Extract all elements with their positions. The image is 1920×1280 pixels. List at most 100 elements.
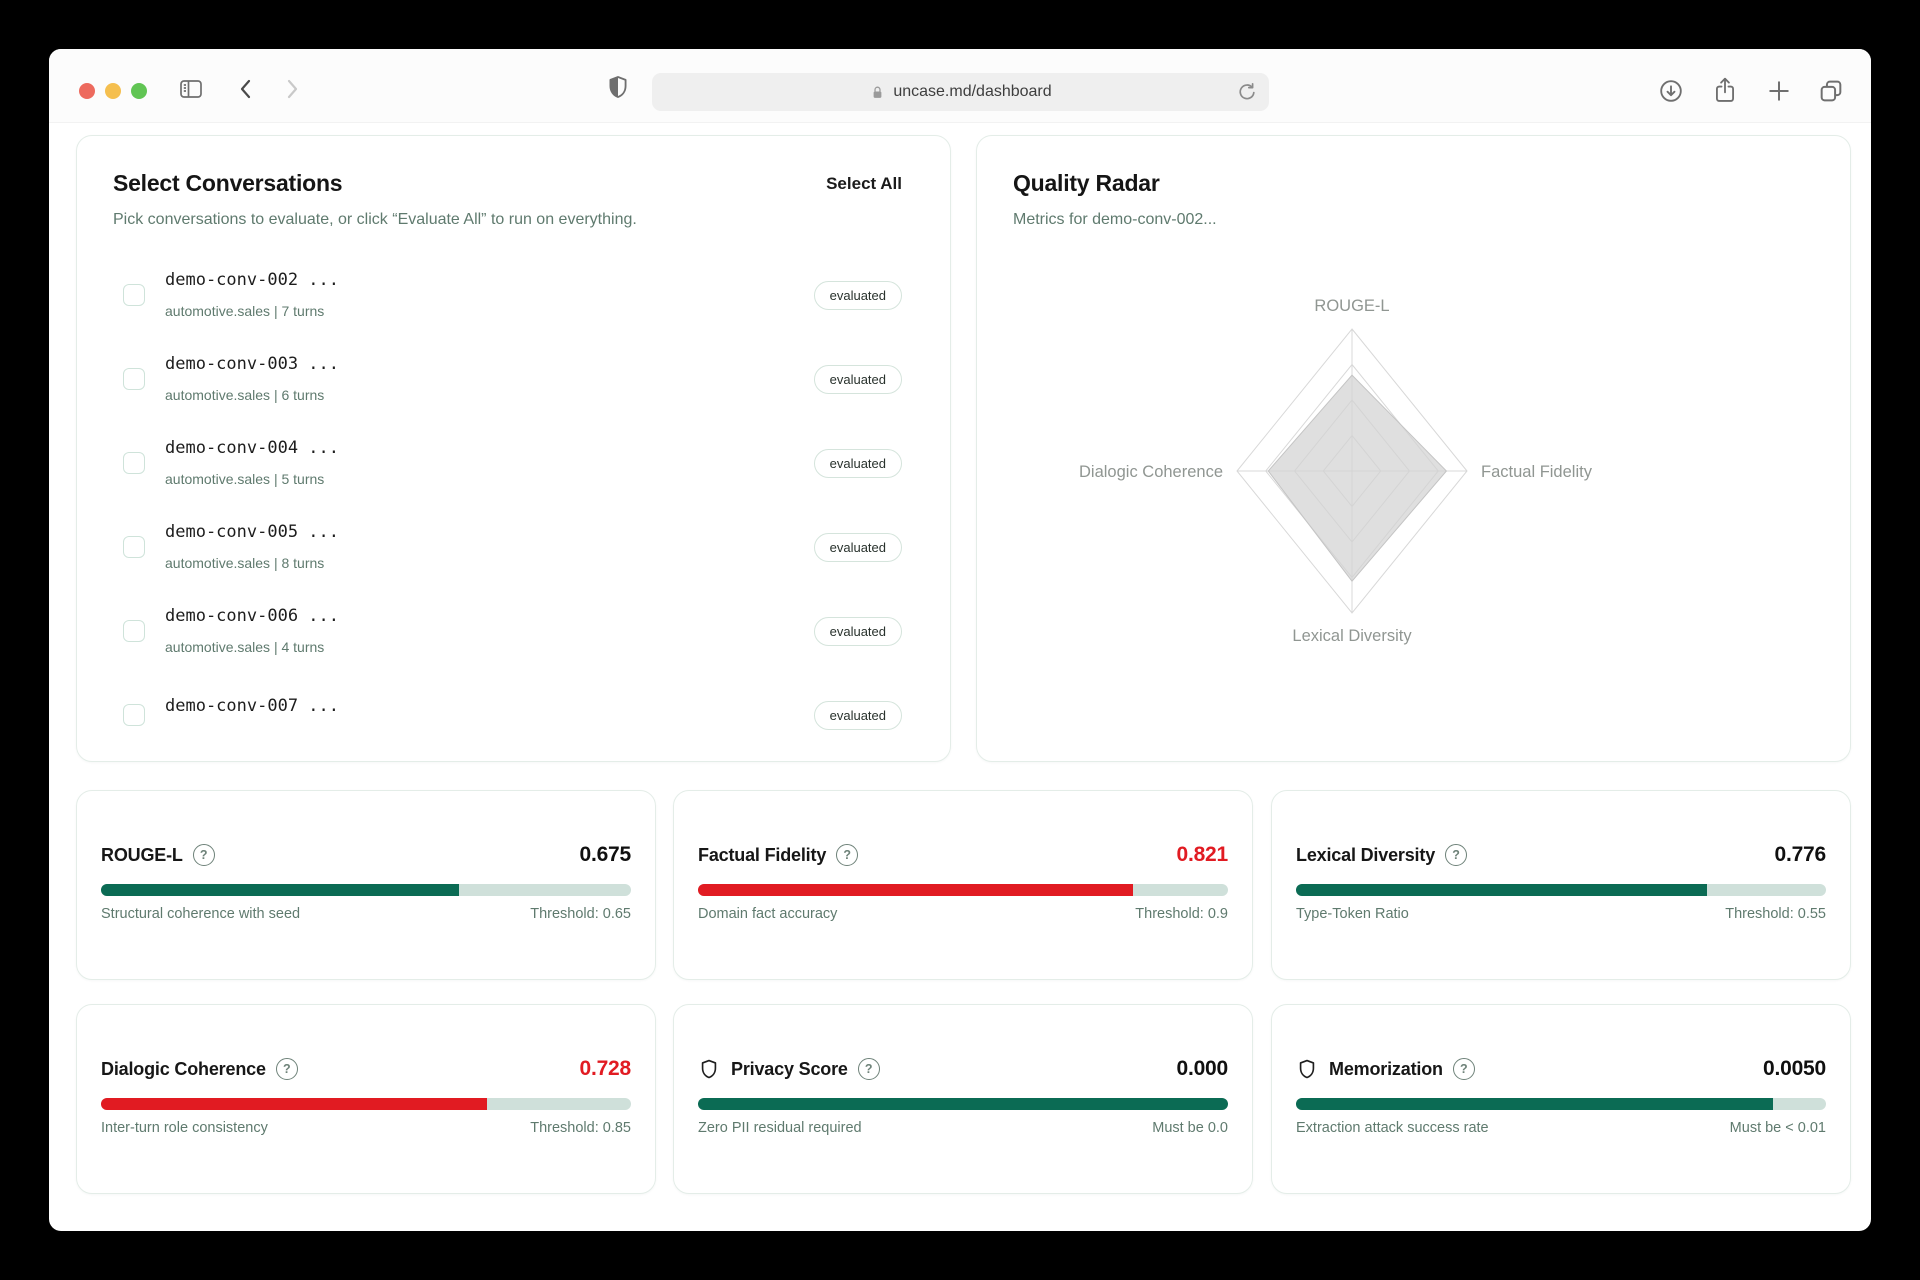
conversation-meta: automotive.sales | 6 turns [165,387,325,403]
help-icon[interactable]: ? [857,1058,880,1080]
metric-card: Lexical Diversity ? 0.776 Type-Token Rat… [1271,790,1851,980]
back-icon[interactable] [235,78,259,100]
metric-progress-bar [1296,884,1826,896]
metric-description: Domain fact accuracy [698,906,838,922]
metric-threshold: Must be 0.0 [1152,1120,1228,1136]
metric-progress-fill [1296,884,1708,896]
metric-description: Inter-turn role consistency [101,1120,268,1136]
forward-icon[interactable] [279,78,303,100]
lock-icon [873,86,882,98]
metric-name: Factual Fidelity [698,844,827,865]
minimize-window-button[interactable] [105,83,121,99]
privacy-shield-icon[interactable] [605,74,631,100]
metric-value: 0.728 [579,1057,631,1080]
metric-threshold: Threshold: 0.65 [530,906,631,922]
new-tab-icon[interactable] [1765,77,1793,105]
metric-name: ROUGE-L [101,844,183,865]
conversation-meta: automotive.sales | 7 turns [165,303,325,319]
address-bar[interactable]: uncase.md/dashboard [652,73,1269,111]
conversation-text: demo-conv-005 ... automotive.sales | 8 t… [165,520,814,574]
help-icon[interactable]: ? [1452,1058,1475,1080]
panel-title: Select Conversations [113,170,343,196]
metric-progress-fill [1296,1098,1773,1110]
list-item[interactable]: demo-conv-004 ... automotive.sales | 5 t… [123,421,914,505]
metric-progress-bar [698,884,1228,896]
metric-value: 0.000 [1176,1057,1228,1080]
help-icon[interactable]: ? [836,844,859,866]
panel-subtitle: Pick conversations to evaluate, or click… [113,211,637,228]
conversation-checkbox[interactable] [123,452,145,474]
quality-radar-panel: Quality Radar Metrics for demo-conv-002.… [976,135,1851,762]
metric-name: Memorization [1329,1058,1443,1079]
conversation-id: demo-conv-005 ... [165,522,339,542]
tab-overview-icon[interactable] [1817,77,1845,105]
conversation-meta [165,726,814,736]
conversation-text: demo-conv-006 ... automotive.sales | 4 t… [165,604,814,658]
list-item[interactable]: demo-conv-003 ... automotive.sales | 6 t… [123,337,914,421]
status-badge: evaluated [813,616,902,646]
conversation-text: demo-conv-002 ... automotive.sales | 7 t… [165,268,814,322]
metric-progress-fill [101,884,459,896]
metric-name: Dialogic Coherence [101,1058,266,1079]
conversation-checkbox[interactable] [123,536,145,558]
conversation-text: demo-conv-007 ... [165,694,814,736]
conversation-checkbox[interactable] [123,704,145,726]
metric-progress-bar [101,1098,631,1110]
metric-threshold: Threshold: 0.9 [1135,906,1228,922]
metric-card: Privacy Score ? 0.000 Zero PII residual … [673,1004,1253,1194]
list-item[interactable]: demo-conv-006 ... automotive.sales | 4 t… [123,589,914,673]
radar-axis-label: Factual Fidelity [1481,463,1593,481]
zoom-window-button[interactable] [131,83,147,99]
conversation-checkbox[interactable] [123,284,145,306]
browser-window: uncase.md/dashboard [49,49,1871,1231]
conversation-text: demo-conv-003 ... automotive.sales | 6 t… [165,352,814,406]
conversation-checkbox[interactable] [123,368,145,390]
conversation-id: demo-conv-003 ... [165,354,339,374]
radar-axis-label: Dialogic Coherence [1079,463,1223,481]
radar-data-polygon [1267,374,1448,582]
metric-name: Lexical Diversity [1296,844,1436,865]
status-badge: evaluated [813,700,902,730]
conversation-id: demo-conv-002 ... [165,270,339,290]
download-icon[interactable] [1657,77,1685,105]
close-window-button[interactable] [79,83,95,99]
list-item[interactable]: demo-conv-002 ... automotive.sales | 7 t… [123,253,914,337]
metric-progress-fill [101,1098,487,1110]
conversation-checkbox[interactable] [123,620,145,642]
metric-card: Memorization ? 0.0050 Extraction attack … [1271,1004,1851,1194]
metric-description: Extraction attack success rate [1296,1120,1489,1136]
list-item[interactable]: demo-conv-007 ... evaluated [123,673,914,757]
select-conversations-panel: Select Conversations Select All Pick con… [76,135,951,762]
reload-icon[interactable] [1235,80,1259,104]
status-badge: evaluated [813,364,902,394]
metric-description: Type-Token Ratio [1296,906,1409,922]
metric-card: Factual Fidelity ? 0.821 Domain fact acc… [673,790,1253,980]
conversation-text: demo-conv-004 ... automotive.sales | 5 t… [165,436,814,490]
metric-value: 0.776 [1774,843,1826,866]
quality-radar-chart: ROUGE-L Factual Fidelity Lexical Diversity… [1079,297,1593,645]
help-icon[interactable]: ? [1445,844,1468,866]
metric-progress-bar [1296,1098,1826,1110]
conversation-list: demo-conv-002 ... automotive.sales | 7 t… [113,253,914,757]
radar-axis-label: ROUGE-L [1314,297,1389,315]
browser-toolbar: uncase.md/dashboard [49,49,1871,123]
share-icon[interactable] [1711,75,1739,105]
shield-icon [1296,1058,1318,1080]
status-badge: evaluated [813,280,902,310]
conversation-meta: automotive.sales | 8 turns [165,555,325,571]
metric-card: ROUGE-L ? 0.675 Structural coherence wit… [76,790,656,980]
help-icon[interactable]: ? [192,844,215,866]
metric-threshold: Threshold: 0.55 [1725,906,1826,922]
radar-axis-label: Lexical Diversity [1292,627,1412,645]
sidebar-icon[interactable] [177,77,205,101]
url-text: uncase.md/dashboard [893,83,1052,100]
help-icon[interactable]: ? [275,1058,298,1080]
metric-name: Privacy Score [731,1058,848,1079]
conversation-id: demo-conv-006 ... [165,606,339,626]
status-badge: evaluated [813,448,902,478]
select-all-button[interactable]: Select All [826,173,902,193]
list-item[interactable]: demo-conv-005 ... automotive.sales | 8 t… [123,505,914,589]
conversation-id: demo-conv-004 ... [165,438,339,458]
status-badge: evaluated [813,532,902,562]
metric-description: Zero PII residual required [698,1120,862,1136]
